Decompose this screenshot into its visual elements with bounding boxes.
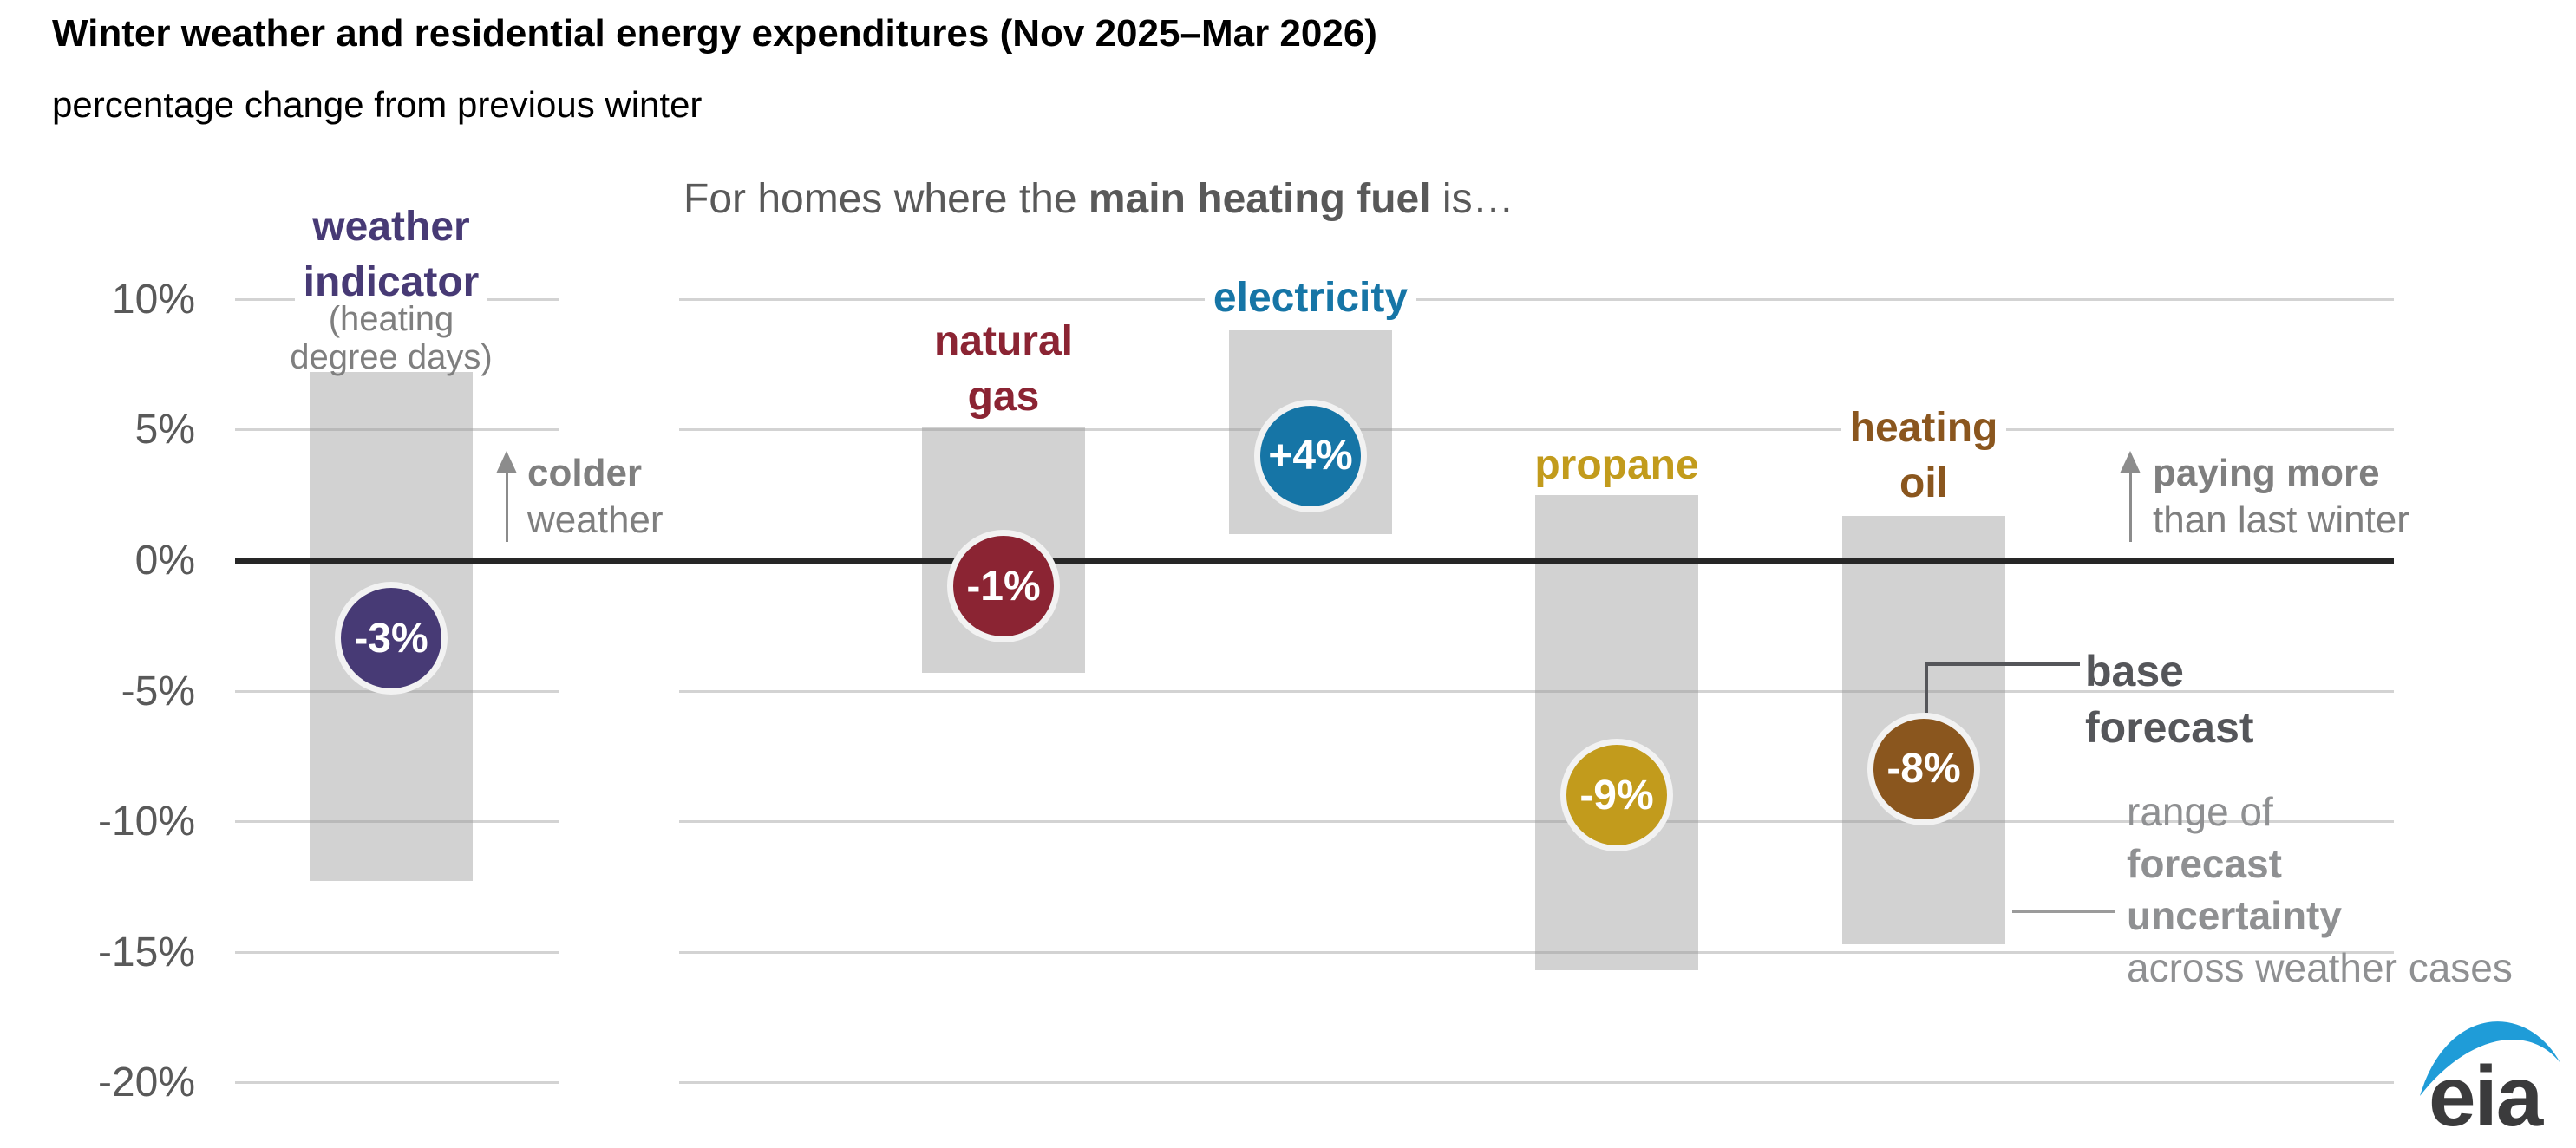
colder-weather-arrow-icon [496,451,517,473]
uncertainty-range-callout [2012,910,2115,913]
series-label-line: weather [166,199,617,255]
eia-logo-swoosh-icon [2420,1021,2560,1096]
fuel-panel-header-bold: main heating fuel [1088,176,1431,222]
gridline-main--10 [679,820,2394,824]
series-label-line: natural [778,314,1229,369]
gridline-main--20 [679,1081,2394,1085]
series-label-electricity: electricity [1085,271,1536,326]
base-forecast-callout-horizontal [1925,662,2080,666]
series-label-weather: weather indicator [166,199,617,310]
colder-weather-note-line2: weather [527,499,664,541]
paying-more-note-line2: than last winter [2153,499,2409,541]
series-label-line: oil [1698,456,2149,512]
series-sublabel-line: (heating [328,300,454,338]
paying-more-arrow-stem [2129,473,2132,542]
series-label-text: gas [958,369,1049,425]
series-label-line: propane [1391,438,1842,493]
colder-weather-note-line1: colder [527,452,643,494]
base-forecast-marker-weather: -3% [335,582,448,695]
base-forecast-marker-heating-oil: -8% [1867,712,1980,825]
base-forecast-marker-propane: -9% [1560,739,1673,852]
series-label-propane: propane [1391,438,1842,493]
series-label-text: indicator [294,255,488,310]
chart-subtitle: percentage change from previous winter [52,84,703,125]
series-label-text: electricity [1204,271,1417,326]
chart-title: Winter weather and residential energy ex… [52,12,1377,55]
series-label-natural-gas: natural gas [778,314,1229,425]
colder-weather-note: colder weather [527,450,664,544]
y-tick-label--15: -15% [97,929,195,975]
uncertainty-range-legend-line: range of [2127,789,2273,834]
gridline-main--5 [679,689,2394,693]
gridline-main-10 [679,297,2394,301]
base-forecast-callout-vertical [1925,662,1928,713]
y-tick-label--20: -20% [97,1060,195,1106]
paying-more-arrow-icon [2120,451,2141,473]
series-label-line: gas [778,369,1229,425]
fuel-panel-header: For homes where the main heating fuel is… [683,175,1514,223]
series-label-line: heating [1698,401,2149,456]
series-label-text: weather [304,199,479,255]
series-label-heating-oil: heating oil [1698,401,2149,512]
base-forecast-legend-line1: base [2085,647,2184,695]
fuel-panel-header-prefix: For homes where the [683,176,1089,222]
gridline-weather--20 [235,1081,559,1085]
y-tick-label-5: 5% [134,407,195,453]
series-label-text: oil [1891,456,1957,512]
series-label-text: propane [1526,438,1708,493]
gridline-weather--10 [235,820,559,824]
gridline-weather--15 [235,950,559,954]
fuel-panel-header-suffix: is… [1430,176,1514,222]
base-forecast-legend: base forecast [2085,643,2254,756]
gridline-main--15 [679,950,2394,954]
paying-more-note: paying more than last winter [2153,450,2409,544]
uncertainty-range-legend-line: uncertainty [2127,893,2342,938]
base-forecast-legend-line2: forecast [2085,703,2254,752]
gridline-weather-5 [235,428,559,432]
series-sublabel-weather: (heating degree days) [166,300,617,376]
series-label-line: indicator [166,255,617,310]
y-tick-label-0: 0% [134,538,195,584]
series-label-line: electricity [1085,271,1536,326]
uncertainty-range-legend-line: across weather cases [2127,945,2513,990]
eia-logo: eia [2420,1021,2560,1139]
range-bar-propane [1535,494,1698,970]
series-label-text: heating [1840,401,2007,456]
y-tick-label--5: -5% [121,668,195,714]
y-tick-label--10: -10% [97,799,195,845]
paying-more-note-line1: paying more [2153,452,2380,494]
series-sublabel-line: degree days) [290,338,493,376]
series-label-text: natural [925,314,1082,369]
eia-logo-text: eia [2429,1048,2545,1139]
y-tick-label-10: 10% [111,276,195,323]
uncertainty-range-legend: range of forecast uncertainty across weathe… [2127,786,2513,994]
zero-gridline [235,558,2394,564]
uncertainty-range-legend-line: forecast [2127,841,2282,886]
base-forecast-marker-electricity: +4% [1254,399,1367,512]
base-forecast-marker-natural-gas: -1% [947,530,1060,643]
gridline-main-5 [679,428,2394,432]
colder-weather-arrow-stem [506,473,508,542]
